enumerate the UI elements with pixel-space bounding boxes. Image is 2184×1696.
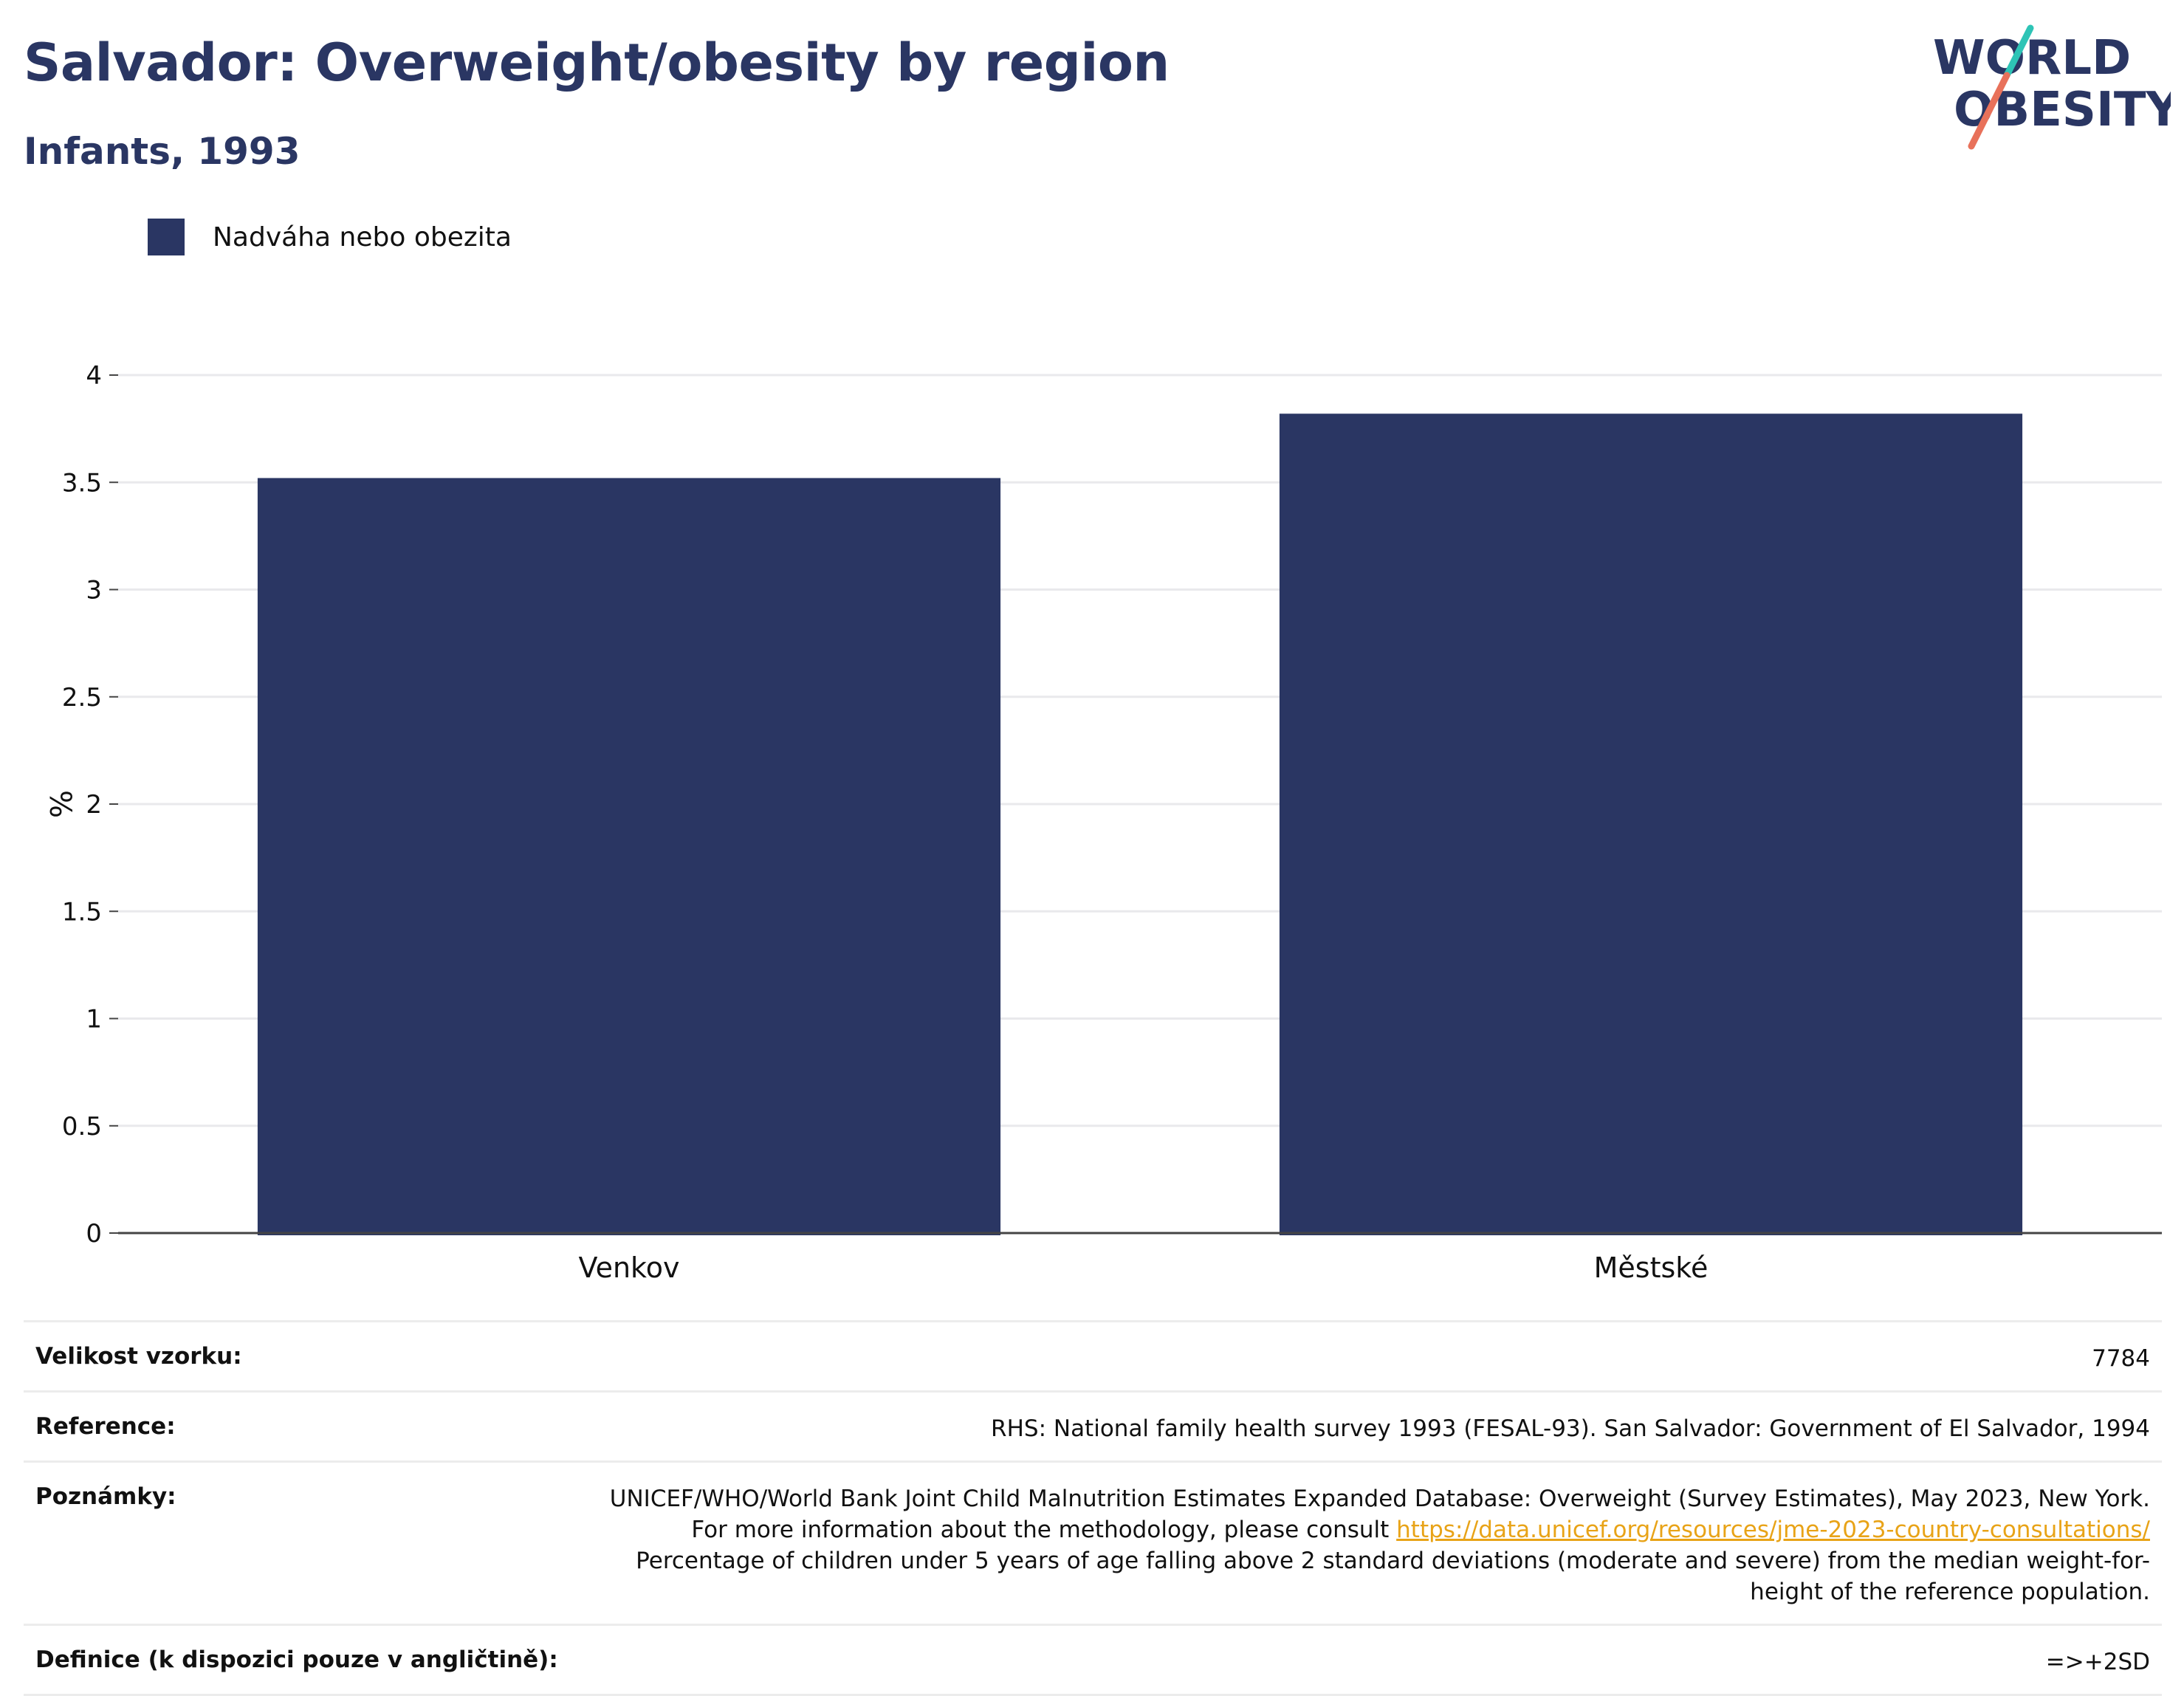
y-tick-label: 1 [86,1005,102,1034]
info-row-sample-size: Velikost vzorku: 7784 [24,1320,2162,1390]
x-tick-label: Venkov [579,1252,680,1284]
sample-size-value: 7784 [2092,1345,2150,1372]
y-tick-label: 0.5 [62,1112,102,1141]
bar-chart: 0 0.5 1 1.5 2 2.5 3 3.5 4 Venkov Městské% [43,361,2162,1284]
reference-label: Reference: [35,1413,176,1440]
y-tick-label: 1.5 [62,897,102,927]
y-tick-label: 2.5 [62,683,102,713]
y-tick-label: 4 [86,361,102,391]
x-tick-label: Městské [1594,1252,1709,1284]
legend-label: Nadváha nebo obezita [213,222,512,253]
y-tick-label: 3 [86,576,102,605]
world-obesity-logo: WORLD OBESITY [1933,24,2171,150]
y-axis-label: % [43,790,77,818]
notes-label: Poznámky: [35,1483,176,1510]
logo-slash-teal [2003,24,2034,79]
bar [1279,413,2023,1235]
axes: 0 0.5 1 1.5 2 2.5 3 3.5 4 Venkov Městské% [43,361,2162,1284]
y-tick-label: 0 [86,1219,102,1249]
notes-definition-text: Percentage of children under 5 years of … [636,1548,2150,1605]
chart-legend: Nadváha nebo obezita [148,219,512,255]
info-row-reference: Reference: RHS: National family health s… [24,1390,2162,1460]
definition-label: Definice (k dispozici pouze v angličtině… [35,1647,558,1673]
logo-line1: WORLD [1933,31,2131,86]
notes-text: UNICEF/WHO/World Bank Joint Child Malnut… [609,1486,2150,1543]
chart-subtitle: Infants, 1993 [24,130,301,173]
y-tick-label: 3.5 [62,468,102,498]
notes-value: UNICEF/WHO/World Bank Joint Child Malnut… [600,1483,2150,1607]
chart-title: Salvador: Overweight/obesity by region [24,32,1170,93]
legend-swatch [148,219,185,255]
bar [257,478,1001,1236]
methodology-link[interactable]: https://data.unicef.org/resources/jme-20… [1396,1517,2150,1543]
info-table: Velikost vzorku: 7784 Reference: RHS: Na… [24,1320,2162,1696]
bars [257,413,2023,1236]
info-row-definition: Definice (k dispozici pouze v angličtině… [24,1624,2162,1696]
sample-size-label: Velikost vzorku: [35,1343,242,1370]
info-row-notes: Poznámky: UNICEF/WHO/World Bank Joint Ch… [24,1460,2162,1624]
definition-value: =>+2SD [2045,1649,2150,1675]
logo-slash-coral [1968,72,2010,150]
y-tick-label: 2 [86,790,102,820]
reference-value: RHS: National family health survey 1993 … [991,1415,2150,1442]
